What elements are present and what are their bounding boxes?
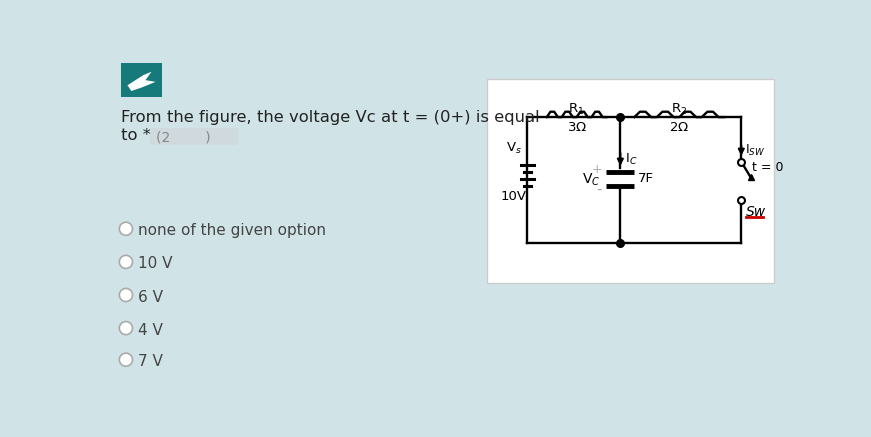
Polygon shape <box>127 72 156 91</box>
Bar <box>121 63 162 97</box>
Text: 2$\Omega$: 2$\Omega$ <box>669 121 689 134</box>
Text: R$_2$: R$_2$ <box>672 102 687 117</box>
Text: I$_C$: I$_C$ <box>625 152 638 167</box>
Text: R$_1$: R$_1$ <box>569 102 584 117</box>
Text: From the figure, the voltage Vc at t = (0+) is equal: From the figure, the voltage Vc at t = (… <box>121 110 540 125</box>
Circle shape <box>119 222 132 235</box>
Text: 6 V: 6 V <box>138 290 164 305</box>
Circle shape <box>119 255 132 268</box>
Text: -: - <box>597 182 602 197</box>
Circle shape <box>119 288 132 302</box>
Text: 7 V: 7 V <box>138 354 163 369</box>
Text: V$_C$: V$_C$ <box>582 171 600 187</box>
Text: (2        ): (2 ) <box>156 131 211 145</box>
Text: Sw: Sw <box>746 205 766 219</box>
Circle shape <box>119 353 132 366</box>
Text: 7F: 7F <box>638 172 653 185</box>
FancyBboxPatch shape <box>150 128 239 145</box>
Text: 3$\Omega$: 3$\Omega$ <box>566 121 586 134</box>
Text: to *: to * <box>121 128 167 143</box>
Text: 4 V: 4 V <box>138 323 163 338</box>
Text: I$_{SW}$: I$_{SW}$ <box>746 143 766 158</box>
Text: 10 V: 10 V <box>138 257 172 271</box>
Text: V$_s$: V$_s$ <box>505 141 522 156</box>
Text: 10V: 10V <box>501 190 526 202</box>
Circle shape <box>119 322 132 335</box>
Text: t = 0: t = 0 <box>753 161 784 174</box>
Text: +: + <box>591 163 602 176</box>
Bar <box>487 79 773 283</box>
Text: none of the given option: none of the given option <box>138 223 327 238</box>
